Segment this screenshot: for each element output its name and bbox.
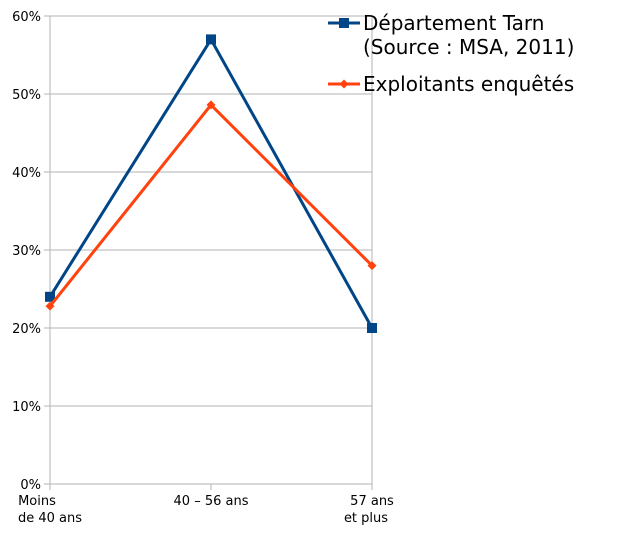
x-tick-label: Moins: [18, 494, 56, 509]
data-point: [206, 100, 216, 110]
x-tick-label: et plus: [344, 511, 388, 526]
y-tick-label: 10%: [12, 400, 41, 415]
x-tick-label: 40 – 56 ans: [174, 494, 249, 509]
legend-label: Exploitants enquêtés: [363, 72, 574, 96]
y-tick-label: 0%: [20, 478, 41, 493]
data-point: [367, 323, 377, 333]
y-tick-label: 30%: [12, 244, 41, 259]
legend-label: Département Tarn: [363, 11, 544, 35]
series-line: [48, 36, 374, 329]
data-point: [206, 34, 216, 45]
gridlines: [50, 15, 372, 485]
axes: 0% 10% 20% 30% 40% 50% 60% Moins de 40 ans 40 – 5…: [12, 10, 394, 526]
y-tick-label: 60%: [12, 10, 41, 25]
legend-label: (Source : MSA, 2011): [363, 35, 574, 59]
series-lines: [45, 34, 377, 333]
y-tick-label: 50%: [12, 88, 41, 103]
x-tick-label: de 40 ans: [18, 511, 82, 526]
y-tick-label: 40%: [12, 166, 41, 181]
data-point: [45, 301, 55, 311]
legend: Département Tarn(Source : MSA, 2011) Expl…: [328, 11, 574, 96]
y-tick-label: 20%: [12, 322, 41, 337]
legend-swatch-marker: [339, 18, 349, 28]
x-tick-label: 57 ans: [350, 494, 394, 509]
data-point: [45, 291, 55, 302]
data-point: [367, 261, 377, 271]
legend-swatch-marker: [339, 79, 349, 89]
series-line: [48, 102, 374, 308]
